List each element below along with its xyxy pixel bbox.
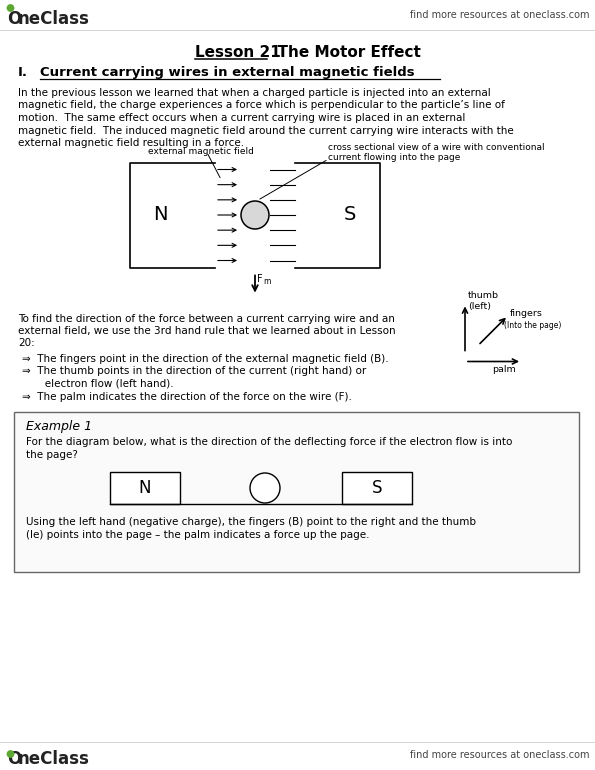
Text: (Ie) points into the page – the palm indicates a force up the page.: (Ie) points into the page – the palm ind…	[26, 530, 369, 540]
Text: (left): (left)	[468, 302, 491, 310]
Text: S: S	[344, 206, 356, 225]
Text: (Into the page): (Into the page)	[504, 320, 561, 330]
Text: N: N	[139, 479, 151, 497]
Circle shape	[7, 751, 14, 757]
Text: find more resources at oneclass.com: find more resources at oneclass.com	[411, 10, 590, 20]
Text: electron flow (left hand).: electron flow (left hand).	[22, 379, 174, 389]
Text: external magnetic field resulting in a force.: external magnetic field resulting in a f…	[18, 138, 244, 148]
Text: Using the left hand (negative charge), the fingers (B) point to the right and th: Using the left hand (negative charge), t…	[26, 517, 476, 527]
Text: current flowing into the page: current flowing into the page	[328, 152, 461, 162]
Text: magnetic field.  The induced magnetic field around the current carrying wire int: magnetic field. The induced magnetic fie…	[18, 126, 513, 136]
Text: magnetic field, the charge experiences a force which is perpendicular to the par: magnetic field, the charge experiences a…	[18, 101, 505, 111]
Text: S: S	[372, 479, 382, 497]
Text: ⊗: ⊗	[257, 478, 273, 497]
Text: Example 1: Example 1	[26, 420, 92, 433]
Bar	[342, 472, 412, 504]
Text: I.: I.	[18, 66, 28, 79]
Text: neClass: neClass	[18, 10, 90, 28]
Text: external magnetic field: external magnetic field	[148, 148, 254, 156]
Text: ⇒  The palm indicates the direction of the force on the wire (F).: ⇒ The palm indicates the direction of th…	[22, 391, 352, 401]
Text: palm: palm	[492, 366, 516, 374]
Text: O: O	[7, 750, 21, 768]
Text: neClass: neClass	[18, 750, 90, 768]
Text: Lesson 21: Lesson 21	[195, 45, 281, 60]
Text: external field, we use the 3rd hand rule that we learned about in Lesson: external field, we use the 3rd hand rule…	[18, 326, 396, 336]
Circle shape	[250, 473, 280, 503]
Text: 20:: 20:	[18, 339, 35, 349]
FancyBboxPatch shape	[14, 412, 579, 572]
Circle shape	[241, 201, 269, 229]
Text: X: X	[250, 207, 260, 223]
Text: To find the direction of the force between a current carrying wire and an: To find the direction of the force betwe…	[18, 313, 395, 323]
Text: find more resources at oneclass.com: find more resources at oneclass.com	[411, 750, 590, 760]
Text: ⇒  The fingers point in the direction of the external magnetic field (B).: ⇒ The fingers point in the direction of …	[22, 354, 389, 364]
Text: In the previous lesson we learned that when a charged particle is injected into : In the previous lesson we learned that w…	[18, 88, 491, 98]
Text: For the diagram below, what is the direction of the deflecting force if the elec: For the diagram below, what is the direc…	[26, 437, 512, 447]
Text: O: O	[7, 10, 21, 28]
Text: motion.  The same effect occurs when a current carrying wire is placed in an ext: motion. The same effect occurs when a cu…	[18, 113, 465, 123]
Text: cross sectional view of a wire with conventional: cross sectional view of a wire with conv…	[328, 142, 544, 152]
Text: Current carrying wires in external magnetic fields: Current carrying wires in external magne…	[40, 66, 415, 79]
Text: N: N	[153, 206, 167, 225]
Text: thumb: thumb	[468, 292, 499, 300]
Circle shape	[7, 5, 14, 12]
Bar	[110, 472, 180, 504]
Text: ⇒  The thumb points in the direction of the current (right hand) or: ⇒ The thumb points in the direction of t…	[22, 367, 367, 377]
Text: fingers: fingers	[510, 310, 543, 319]
Text: m: m	[263, 277, 270, 286]
Text: The Motor Effect: The Motor Effect	[267, 45, 421, 60]
Text: the page?: the page?	[26, 450, 78, 460]
Text: F: F	[257, 274, 262, 284]
